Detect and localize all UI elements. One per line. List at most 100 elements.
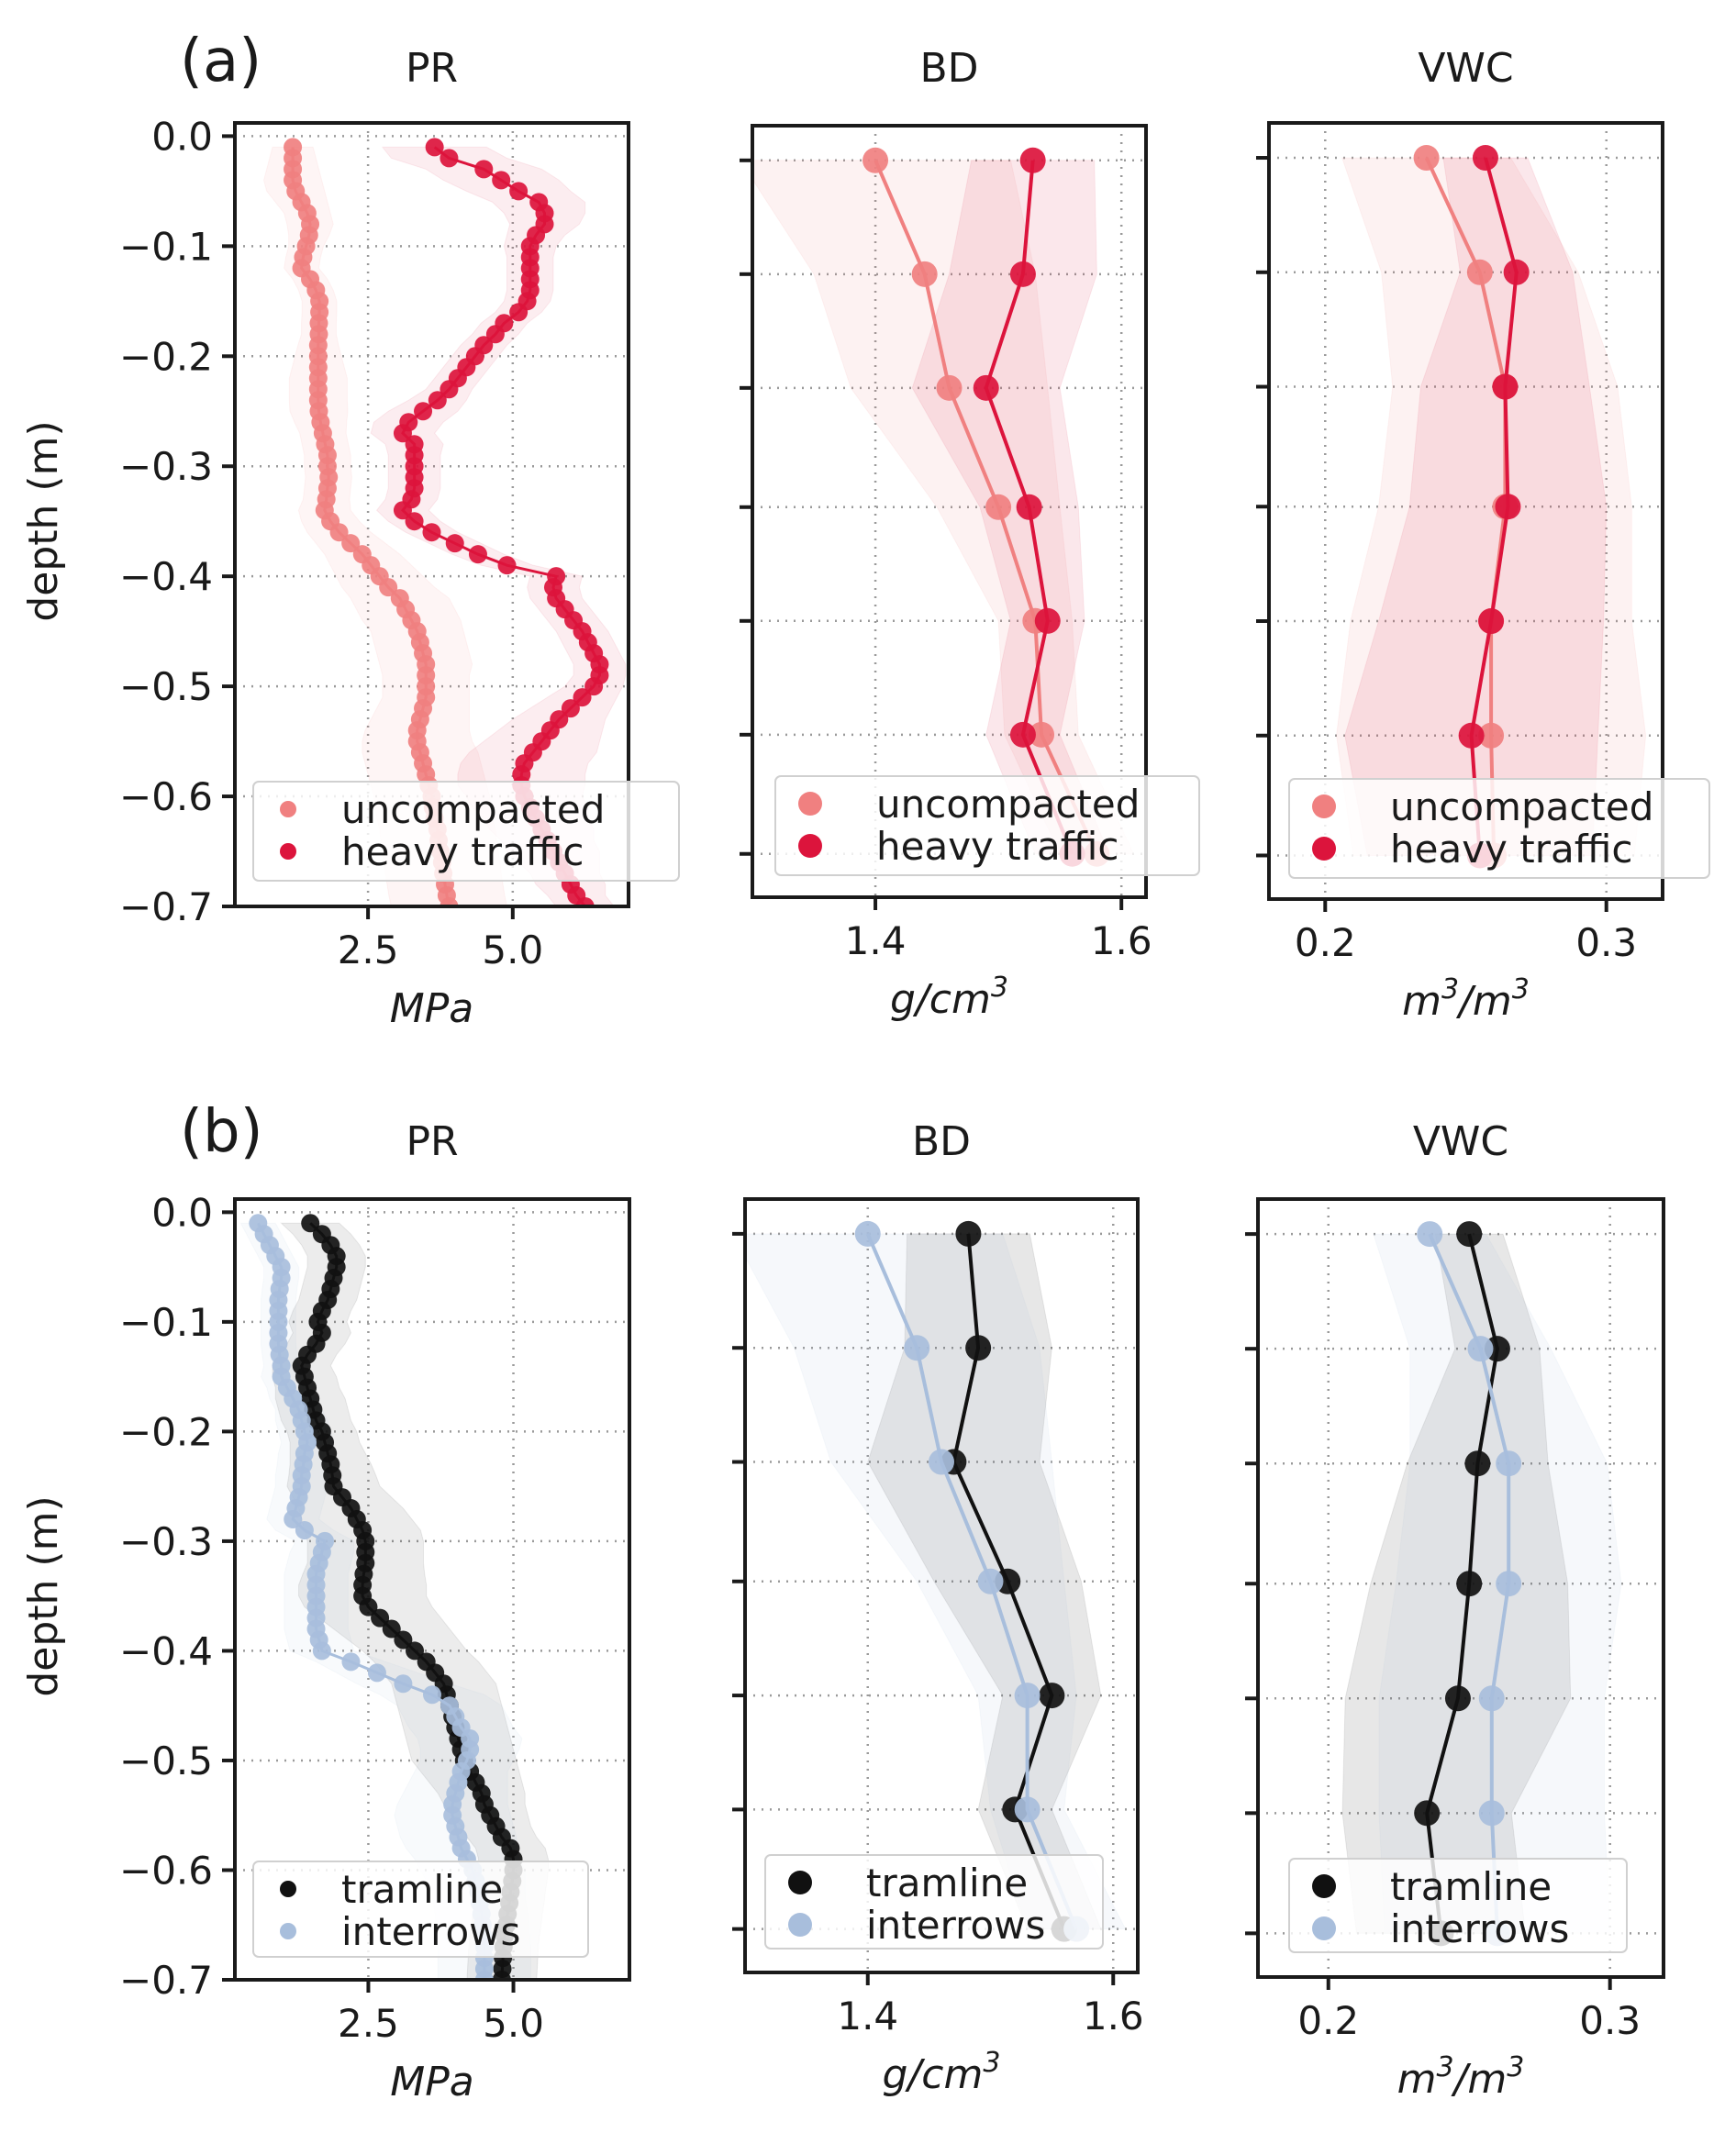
data-point-tramline xyxy=(1456,1571,1483,1597)
y-tick-label: −0.7 xyxy=(119,1958,213,2003)
data-point-heavy-traffic xyxy=(440,149,459,168)
plot-area xyxy=(1269,123,1663,899)
legend-marker xyxy=(788,1913,812,1937)
x-tick-label: 5.0 xyxy=(482,928,543,972)
legend-label: heavy traffic xyxy=(1390,827,1632,872)
legend-marker xyxy=(1312,837,1336,861)
x-axis-label-superscript: 3 xyxy=(1507,2051,1524,2083)
data-point-tramline xyxy=(1456,1221,1483,1248)
data-point-uncompacted xyxy=(1478,722,1505,749)
row-labels: (a) (b) depth (m) depth (m) xyxy=(20,28,263,1697)
y-tick-label: −0.5 xyxy=(119,1739,213,1783)
data-point-interrows xyxy=(341,1652,361,1672)
axes-frame xyxy=(1267,121,1664,901)
data-point-interrows xyxy=(394,1674,413,1694)
x-axis-label-text: m xyxy=(1397,2056,1437,2103)
data-point-heavy-traffic xyxy=(497,556,517,575)
data-point-tramline xyxy=(492,1971,511,1980)
axes-frame xyxy=(233,121,630,908)
data-point-heavy-traffic xyxy=(393,424,412,443)
data-point-heavy-traffic xyxy=(405,512,424,531)
x-axis-label-superscript: 3 xyxy=(1441,973,1459,1005)
panel-title: PR xyxy=(406,45,458,92)
data-point-heavy-traffic xyxy=(393,501,412,520)
data-point-heavy-traffic xyxy=(485,325,505,344)
data-point-uncompacted xyxy=(862,147,889,173)
data-point-heavy-traffic xyxy=(1492,373,1519,400)
x-axis-label-text: MPa xyxy=(390,2059,473,2105)
legend-marker xyxy=(280,801,296,817)
legend-marker xyxy=(788,1871,812,1894)
data-point-heavy-traffic xyxy=(440,380,459,399)
data-point-uncompacted xyxy=(440,897,459,906)
panel-title: VWC xyxy=(1413,1118,1508,1165)
x-axis-label: MPa xyxy=(390,985,473,1032)
data-point-interrows xyxy=(977,1568,1004,1594)
x-tick-label: 1.6 xyxy=(1083,1994,1144,2038)
data-point-interrows xyxy=(904,1335,930,1361)
data-point-uncompacted xyxy=(341,534,361,553)
data-point-heavy-traffic xyxy=(573,688,592,707)
data-point-heavy-traffic xyxy=(1458,722,1485,749)
data-point-heavy-traffic xyxy=(474,160,494,179)
axes-frame xyxy=(743,1197,1140,1974)
y-tick-label: −0.6 xyxy=(119,774,213,819)
plot-area xyxy=(752,126,1146,897)
data-point-interrows xyxy=(423,1685,441,1705)
legend-frame xyxy=(764,1854,1104,1950)
y-tick-label: −0.6 xyxy=(119,1848,213,1893)
legend-frame xyxy=(252,1861,589,1958)
y-tick-label: −0.2 xyxy=(119,334,213,379)
data-point-interrows xyxy=(295,1520,314,1539)
data-point-heavy-traffic xyxy=(509,303,529,322)
data-point-interrows xyxy=(284,1510,303,1529)
data-point-interrows xyxy=(312,1641,331,1661)
plot-area xyxy=(1258,1199,1664,1977)
data-point-heavy-traffic xyxy=(468,545,487,564)
x-axis-label-superscript: 3 xyxy=(1512,973,1530,1005)
data-point-tramline xyxy=(965,1335,992,1361)
panel-title: BD xyxy=(919,45,978,92)
data-point-heavy-traffic xyxy=(445,534,464,553)
legend-label: tramline xyxy=(1390,1864,1552,1909)
data-point-heavy-traffic xyxy=(1019,147,1046,173)
panels: 0.0 −0.1 −0.2 −0.3 −0.4 −0.5 −0.6 −0.7 2.5 5.0 PR M… xyxy=(119,45,1710,2105)
axes-frame xyxy=(751,124,1148,899)
panel-title: BD xyxy=(912,1118,971,1165)
x-axis-label-text: /m xyxy=(1455,978,1512,1025)
x-axis-label-text: g/cm xyxy=(890,976,991,1023)
y-tick-label: 0.0 xyxy=(151,114,213,159)
legend-marker xyxy=(280,1923,296,1939)
data-point-heavy-traffic xyxy=(1034,607,1061,634)
data-point-interrows xyxy=(474,1971,494,1980)
data-point-heavy-traffic xyxy=(425,138,444,157)
data-point-heavy-traffic xyxy=(1478,608,1505,635)
data-point-tramline xyxy=(359,1597,378,1616)
legend-label: interrows xyxy=(341,1909,520,1954)
legend-label: interrows xyxy=(1390,1906,1569,1951)
data-point-uncompacted xyxy=(985,494,1012,520)
data-point-heavy-traffic xyxy=(1472,145,1498,172)
data-point-uncompacted xyxy=(1466,259,1493,285)
legend-marker xyxy=(1312,1916,1336,1940)
data-point-tramline xyxy=(1444,1685,1471,1712)
data-point-heavy-traffic xyxy=(422,523,441,542)
legend-label: interrows xyxy=(866,1903,1045,1948)
x-axis-label: m3/m3 xyxy=(1397,2051,1525,2103)
x-tick-label: 1.4 xyxy=(845,918,907,963)
x-axis-label: g/cm3 xyxy=(890,972,1008,1023)
legend-label: uncompacted xyxy=(341,787,605,832)
y-tick-label: −0.1 xyxy=(119,224,213,269)
legend-label: tramline xyxy=(341,1867,503,1912)
panel-a-pr: 0.0 −0.1 −0.2 −0.3 −0.4 −0.5 −0.6 −0.7 2.5 5.0 PR M… xyxy=(119,45,680,1032)
legend-marker xyxy=(798,792,822,816)
legend-frame xyxy=(774,775,1200,876)
legend-marker xyxy=(1312,1874,1336,1898)
